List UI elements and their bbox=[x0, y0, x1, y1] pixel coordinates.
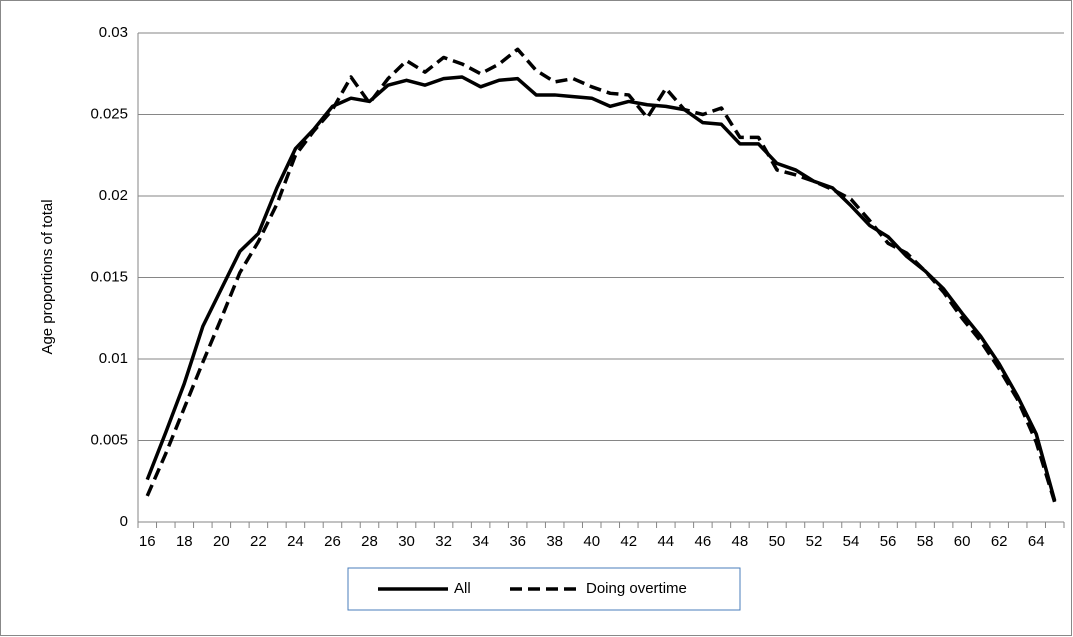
x-tick-label: 60 bbox=[954, 533, 971, 550]
x-tick-label: 56 bbox=[880, 533, 897, 550]
x-tick-label: 62 bbox=[991, 533, 1008, 550]
x-tick-label: 32 bbox=[435, 533, 452, 550]
x-tick-label: 16 bbox=[139, 533, 156, 550]
x-tick-label: 24 bbox=[287, 533, 304, 550]
y-tick-label: 0.01 bbox=[99, 350, 128, 367]
x-tick-label: 42 bbox=[620, 533, 637, 550]
x-tick-label: 38 bbox=[546, 533, 563, 550]
y-axis-label: Age proportions of total bbox=[39, 199, 56, 354]
y-tick-label: 0.015 bbox=[90, 268, 128, 285]
legend-label: All bbox=[454, 580, 471, 597]
x-tick-label: 52 bbox=[806, 533, 823, 550]
x-tick-label: 46 bbox=[695, 533, 712, 550]
x-tick-label: 20 bbox=[213, 533, 230, 550]
legend-label: Doing overtime bbox=[586, 580, 687, 597]
y-tick-label: 0.025 bbox=[90, 105, 128, 122]
x-tick-label: 34 bbox=[472, 533, 489, 550]
x-tick-label: 50 bbox=[769, 533, 786, 550]
x-tick-label: 18 bbox=[176, 533, 193, 550]
x-tick-label: 30 bbox=[398, 533, 415, 550]
y-tick-label: 0.005 bbox=[90, 431, 128, 448]
x-tick-label: 26 bbox=[324, 533, 341, 550]
y-tick-label: 0.02 bbox=[99, 187, 128, 204]
x-tick-label: 54 bbox=[843, 533, 860, 550]
x-tick-label: 40 bbox=[583, 533, 600, 550]
x-tick-label: 64 bbox=[1028, 533, 1045, 550]
x-tick-label: 44 bbox=[657, 533, 674, 550]
x-tick-label: 28 bbox=[361, 533, 378, 550]
x-tick-label: 36 bbox=[509, 533, 526, 550]
y-tick-label: 0.03 bbox=[99, 24, 128, 41]
x-tick-label: 22 bbox=[250, 533, 267, 550]
x-tick-label: 58 bbox=[917, 533, 934, 550]
y-tick-label: 0 bbox=[120, 513, 128, 530]
line-series bbox=[145, 47, 1057, 503]
x-tick-label: 48 bbox=[732, 533, 749, 550]
